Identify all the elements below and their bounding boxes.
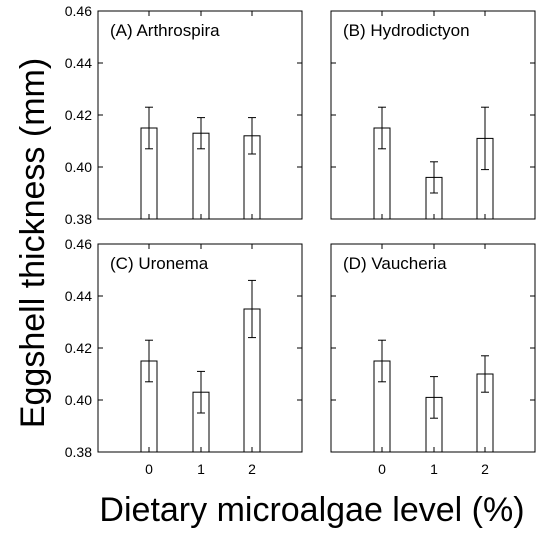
y-tick-label: 0.42 [65, 107, 92, 123]
y-axis-title: Eggshell thickness (mm) [14, 58, 52, 428]
x-tick-label: 1 [430, 461, 438, 477]
y-tick-label: 0.46 [65, 236, 92, 252]
panel-2: (C) Uronema 0.38 0.40 0.42 0.44 0.46 0 1 2 [65, 236, 303, 477]
x-tick-label: 2 [481, 461, 489, 477]
y-tick-label: 0.42 [65, 340, 92, 356]
x-tick-label: 2 [248, 461, 256, 477]
panel-label: (C) Uronema [110, 254, 209, 273]
panel-label: (A) Arthrospira [110, 21, 220, 40]
panel-1: (B) Hydrodictyon [330, 10, 536, 220]
x-tick-label: 1 [197, 461, 205, 477]
x-axis-title: Dietary microalgae level (%) [99, 491, 524, 529]
x-tick-label: 0 [145, 461, 153, 477]
y-tick-label: 0.44 [65, 55, 92, 71]
y-tick-label: 0.40 [65, 392, 92, 408]
panel-3: (D) Vaucheria 0 1 2 [330, 243, 536, 477]
x-tick-label: 0 [378, 461, 386, 477]
y-tick-label: 0.40 [65, 159, 92, 175]
panel-label: (B) Hydrodictyon [343, 21, 470, 40]
panels-group: (A) Arthrospira 0.38 0.40 0.42 0.44 0.46 (B) H… [65, 3, 536, 477]
panel-label: (D) Vaucheria [343, 254, 447, 273]
y-tick-label: 0.46 [65, 3, 92, 19]
y-tick-label: 0.38 [65, 444, 92, 460]
panel-0: (A) Arthrospira 0.38 0.40 0.42 0.44 0.46 [65, 3, 303, 227]
y-tick-label: 0.38 [65, 211, 92, 227]
y-tick-label: 0.44 [65, 288, 92, 304]
